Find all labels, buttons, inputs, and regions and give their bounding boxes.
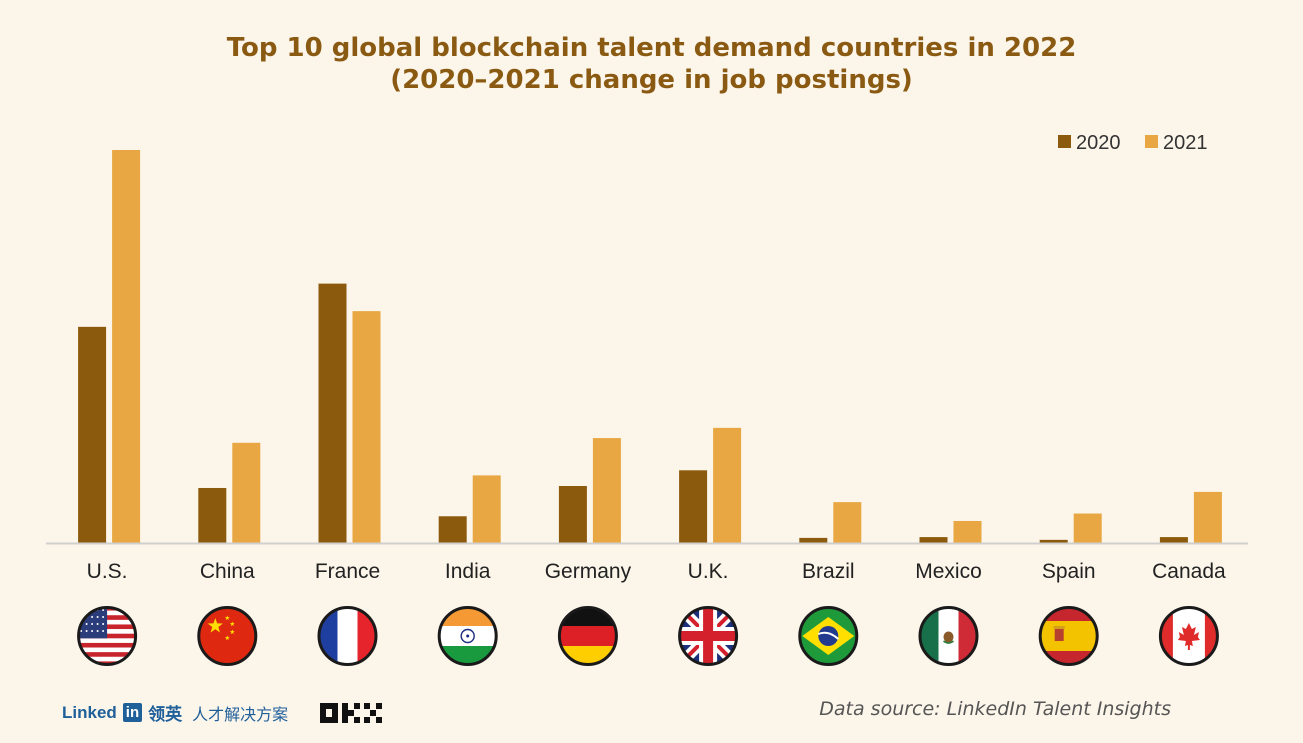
x-tick-label: Brazil (802, 560, 855, 583)
chart-title: Top 10 global blockchain talent demand c… (0, 32, 1303, 96)
us-flag-icon (77, 606, 138, 666)
legend: 2020 2021 (1058, 132, 1208, 154)
france-flag-icon (317, 606, 378, 666)
x-tick-label: Germany (545, 560, 632, 583)
bar-2021-us (112, 150, 141, 543)
bar-2020-spain (1039, 539, 1068, 543)
bar-2021-uk (713, 427, 742, 543)
bar-2020-germany (558, 486, 587, 543)
bar-2020-mexico (919, 537, 948, 543)
bar-2020-india (438, 516, 467, 543)
x-tick-label: Spain (1042, 560, 1096, 583)
linkedin-logo: Linked in 领英 人才解决方案 (62, 700, 384, 725)
bar-2020-uk (679, 470, 708, 543)
india-flag-icon (437, 606, 498, 666)
legend-swatch-2020 (1058, 135, 1071, 148)
bar-2020-china (198, 487, 227, 543)
linkedin-in-box: in (122, 703, 143, 722)
bars-group (78, 150, 1222, 543)
bar-2021-china (232, 442, 261, 543)
bar-2021-france (352, 311, 381, 543)
flags-row (77, 606, 1219, 666)
china-flag-icon (197, 606, 258, 666)
bar-2021-mexico (953, 520, 982, 543)
linkedin-talent-solutions: 人才解决方案 (192, 706, 289, 724)
legend-swatch-2021 (1145, 135, 1158, 148)
germany-flag-icon (557, 606, 618, 666)
legend-label-2021: 2021 (1163, 132, 1208, 154)
bar-2021-germany (592, 438, 621, 543)
x-tick-labels: U.S. China France India Germany U.K. Brazil Mex… (87, 560, 1226, 583)
title-line-1: Top 10 global blockchain talent demand c… (226, 33, 1077, 63)
bar-2021-canada (1193, 491, 1222, 543)
x-tick-label: China (200, 560, 255, 583)
x-tick-label: Mexico (915, 560, 982, 583)
bar-2020-us (78, 326, 107, 543)
uk-flag-icon (678, 606, 739, 666)
linkedin-wordmark: Linked (62, 702, 117, 722)
bar-2021-india (472, 475, 501, 543)
x-tick-label: U.S. (87, 560, 128, 583)
spain-flag-icon (1038, 606, 1099, 666)
bar-2021-brazil (833, 502, 862, 543)
bar-2020-brazil (799, 537, 828, 543)
x-tick-label: France (315, 560, 380, 583)
x-tick-label: India (445, 560, 491, 583)
brazil-flag-icon (798, 606, 859, 666)
legend-label-2020: 2020 (1076, 132, 1121, 154)
bar-2021-spain (1073, 513, 1102, 543)
linkedin-chinese-name: 领英 (148, 705, 183, 724)
bar-2020-canada (1159, 537, 1188, 543)
okx-logo (320, 702, 384, 723)
x-tick-label: Canada (1152, 560, 1226, 583)
mexico-flag-icon (918, 606, 979, 666)
data-source-note: Data source: LinkedIn Talent Insights (819, 698, 1171, 720)
bar-2020-france (318, 283, 347, 543)
x-tick-label: U.K. (688, 560, 729, 583)
title-line-2: (2020–2021 change in job postings) (390, 65, 913, 95)
canada-flag-icon (1158, 606, 1219, 666)
